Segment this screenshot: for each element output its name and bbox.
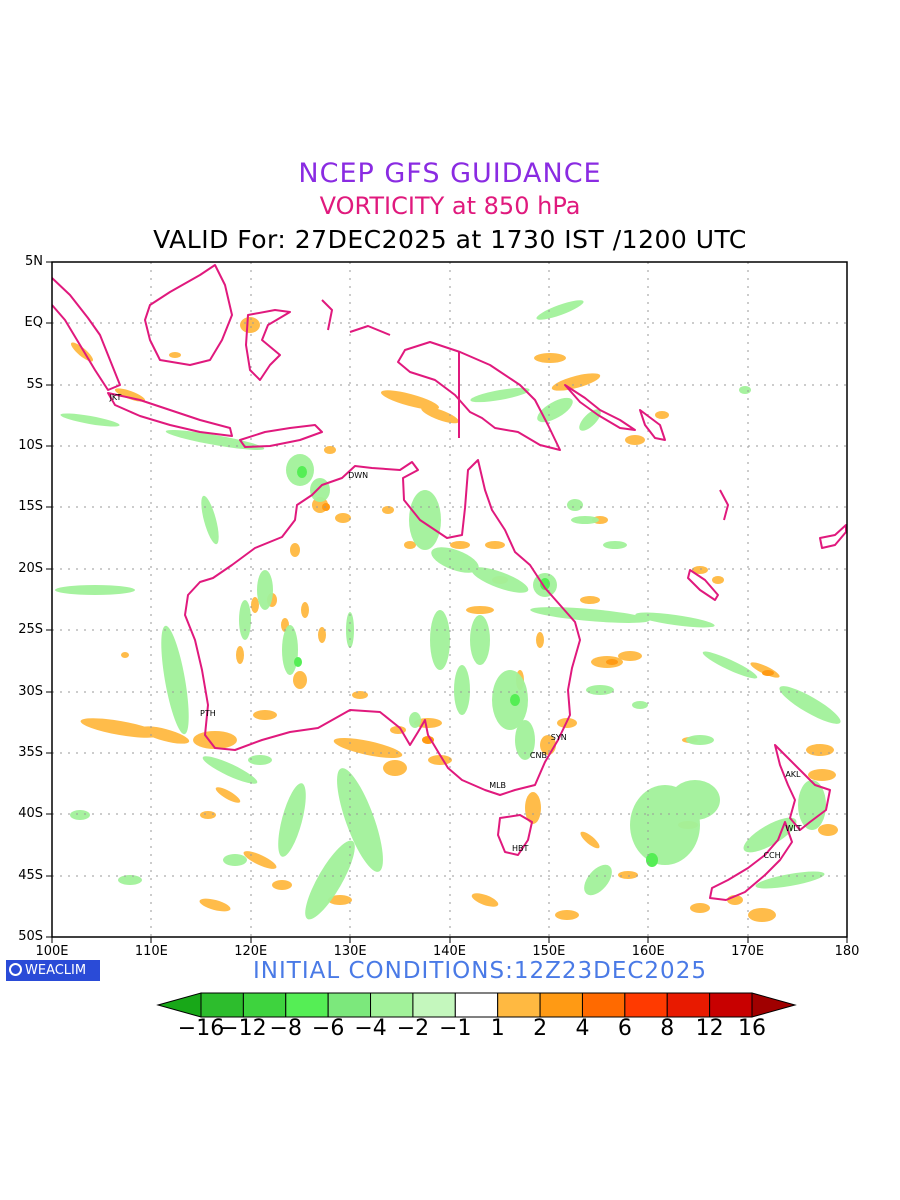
lon-label: 170E: [731, 944, 765, 959]
colorbar-label: −1: [439, 1016, 472, 1041]
colorbar-cell: [370, 992, 414, 1018]
colorbar-cell: [412, 992, 456, 1018]
colorbar-cell: [539, 992, 583, 1018]
lon-label: 150E: [532, 944, 566, 959]
colorbar-label: 6: [617, 1016, 632, 1041]
lat-label: 50S: [18, 929, 43, 944]
lon-label: 130E: [333, 944, 367, 959]
colorbar-label: −8: [269, 1016, 302, 1041]
title-line-2: VORTICITY at 850 hPa: [319, 192, 581, 220]
weaclim-logo: WEACLIM: [6, 960, 100, 981]
lat-label: 5S: [26, 376, 43, 392]
city-label-akl: AKL: [785, 770, 801, 780]
lon-label: 180: [834, 944, 860, 959]
lat-label: 40S: [18, 806, 43, 822]
colorbar-label: −2: [396, 1016, 430, 1041]
colorbar-label: −6: [311, 1016, 345, 1041]
vorticity-field: [55, 300, 841, 922]
colorbar-cell: [327, 992, 372, 1018]
colorbar-arrow-left: [156, 992, 202, 1018]
lat-label: EQ: [24, 315, 43, 331]
colorbar-label: −4: [354, 1016, 387, 1041]
lat-label: 15S: [18, 499, 43, 515]
colorbar: [156, 992, 797, 1018]
city-label-wlt: WLT: [785, 824, 802, 834]
initial-conditions: INITIAL CONDITIONS:12Z23DEC2025: [253, 958, 707, 984]
colorbar-label: 16: [738, 1016, 766, 1041]
colorbar-cell: [242, 992, 287, 1018]
city-label-syn: SYN: [550, 733, 567, 743]
colorbar-cell: [454, 992, 499, 1018]
colorbar-label: 4: [575, 1016, 590, 1041]
city-label-jkt: JKT: [109, 393, 122, 403]
lon-label: 100E: [35, 944, 69, 959]
colorbar-label: −16: [177, 1016, 225, 1041]
coastline: [52, 264, 847, 901]
city-label-hbt: HBT: [512, 843, 529, 853]
lon-label: 140E: [432, 944, 467, 959]
city-label-cnb: CNB: [529, 750, 547, 760]
lat-label: 35S: [18, 744, 43, 760]
lat-label: 20S: [18, 560, 43, 576]
colorbar-arrow-right: [751, 992, 797, 1018]
city-label-cch: CCH: [763, 851, 781, 861]
colorbar-cell: [497, 992, 541, 1018]
colorbar-cell: [285, 992, 329, 1018]
colorbar-cell: [200, 992, 244, 1018]
colorbar-label: 8: [660, 1016, 675, 1041]
lat-label: 5N: [25, 254, 43, 269]
colorbar-label: 1: [490, 1016, 505, 1041]
city-label-dwn: DWN: [348, 470, 369, 480]
lat-label: 10S: [18, 438, 43, 454]
lat-label: 45S: [18, 867, 43, 883]
brand-text: WEACLIM: [25, 963, 87, 978]
city-label-pth: PTH: [200, 708, 216, 718]
lat-label: 30S: [18, 683, 43, 699]
colorbar-label: 12: [695, 1016, 724, 1041]
lat-label: 25S: [18, 622, 43, 638]
map-grid: [52, 262, 847, 937]
colorbar-label: 2: [533, 1016, 548, 1041]
weaclim-logo-icon: [9, 963, 22, 976]
colorbar-cell: [666, 992, 711, 1018]
city-label-mlb: MLB: [489, 781, 507, 791]
colorbar-cell: [709, 992, 753, 1018]
colorbar-cell: [581, 992, 626, 1018]
colorbar-cell: [624, 992, 668, 1018]
lon-label: 110E: [134, 944, 168, 959]
title-line-3: VALID For: 27DEC2025 at 1730 IST /1200 U…: [153, 225, 747, 254]
lon-label: 120E: [234, 944, 268, 959]
title-line-1: NCEP GFS GUIDANCE: [298, 158, 602, 189]
colorbar-label: −12: [220, 1016, 267, 1041]
lon-label: 160E: [631, 944, 665, 959]
